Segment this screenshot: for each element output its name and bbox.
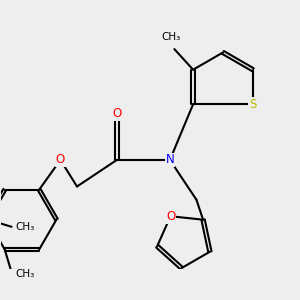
Text: O: O [166,210,175,223]
Text: CH₃: CH₃ [15,268,34,279]
Text: O: O [56,154,65,166]
Text: O: O [112,107,122,120]
Text: N: N [166,154,174,166]
Text: CH₃: CH₃ [15,222,34,232]
Text: S: S [249,98,256,111]
Text: CH₃: CH₃ [161,32,181,42]
